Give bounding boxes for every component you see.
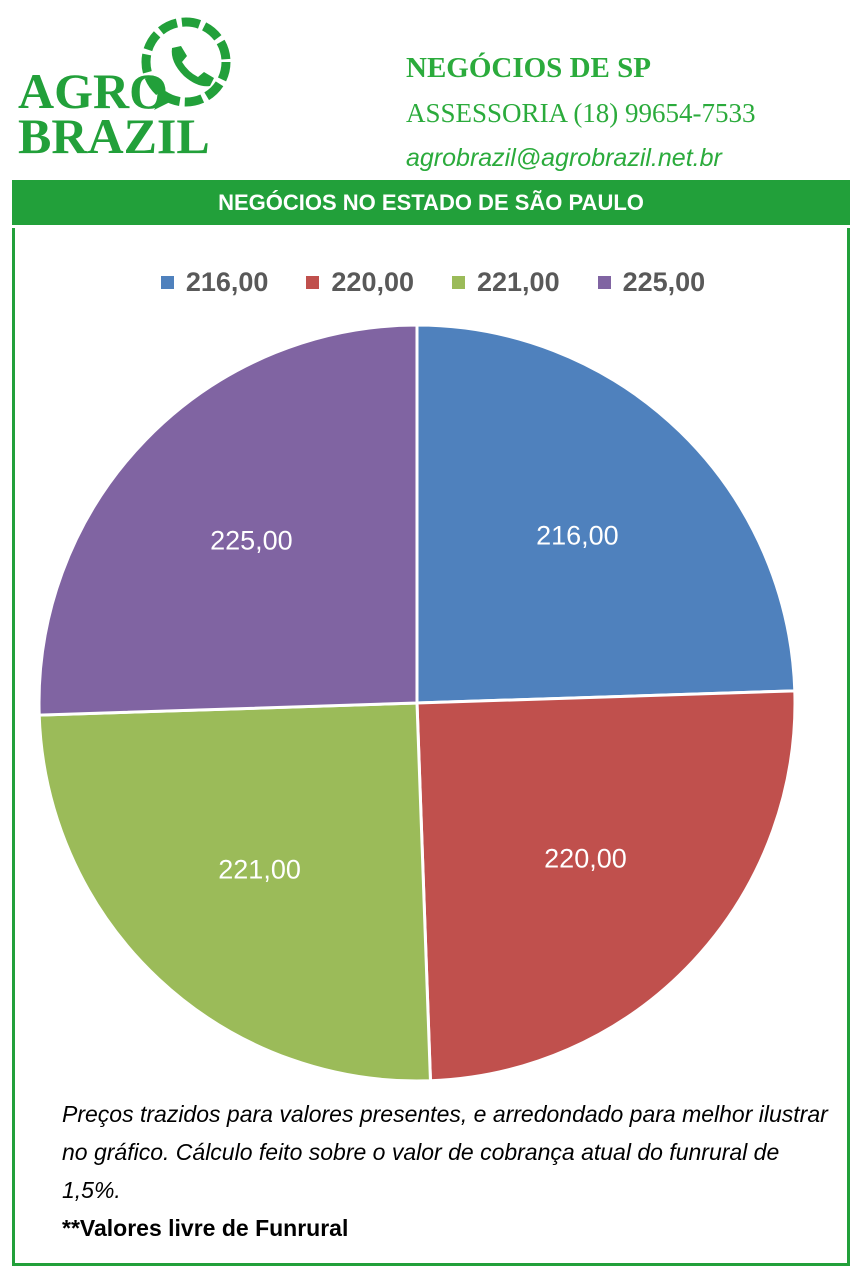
legend-swatch xyxy=(306,275,320,289)
header-email: agrobrazil@agrobrazil.net.br xyxy=(406,144,722,172)
legend-label: 221,00 xyxy=(477,266,560,297)
chart-legend: 216,00 220,00 221,00 225,00 xyxy=(0,262,866,302)
legend-item: 220,00 xyxy=(306,267,414,298)
data-label: 220,00 xyxy=(544,844,627,874)
legend-label: 216,00 xyxy=(185,266,269,297)
legend-swatch xyxy=(160,275,174,289)
legend-swatch xyxy=(452,275,465,289)
legend-item: 225,00 xyxy=(597,266,706,298)
logo-text-agro: AGRO xyxy=(18,63,168,119)
footnote-bold: **Valores livre de Funrural xyxy=(62,1215,349,1241)
whatsapp-phone-icon: AGRO BRAZIL xyxy=(18,17,231,164)
header-info: NEGÓCIOS DE SP ASSESSORIA (18) 99654-753… xyxy=(406,50,856,174)
legend-swatch xyxy=(597,275,611,289)
footnote-text: Preços trazidos para valores presentes, … xyxy=(62,1101,828,1203)
data-label: 225,00 xyxy=(210,526,293,556)
chart-title: NEGÓCIOS NO ESTADO DE SÃO PAULO xyxy=(12,180,850,228)
legend-label: 225,00 xyxy=(622,266,706,297)
footnote: Preços trazidos para valores presentes, … xyxy=(62,1095,832,1247)
legend-item: 221,00 xyxy=(452,267,560,298)
pie-chart: 216,00 220,00 221,00 225,00 xyxy=(37,323,797,1083)
header-title: NEGÓCIOS DE SP xyxy=(406,52,651,84)
pie-slice xyxy=(415,689,797,1083)
header-phone: ASSESSORIA (18) 99654-7533 xyxy=(406,98,756,128)
data-label: 216,00 xyxy=(536,520,619,550)
legend-item: 216,00 xyxy=(160,266,269,298)
pie-slice xyxy=(37,701,433,1083)
data-label: 221,00 xyxy=(218,855,301,885)
logo-text-brazil: BRAZIL xyxy=(18,108,210,164)
legend-label: 220,00 xyxy=(331,266,414,297)
agro-brazil-logo: AGRO BRAZIL xyxy=(14,8,264,168)
pie-slice xyxy=(415,323,797,705)
pie-slice xyxy=(37,323,419,717)
